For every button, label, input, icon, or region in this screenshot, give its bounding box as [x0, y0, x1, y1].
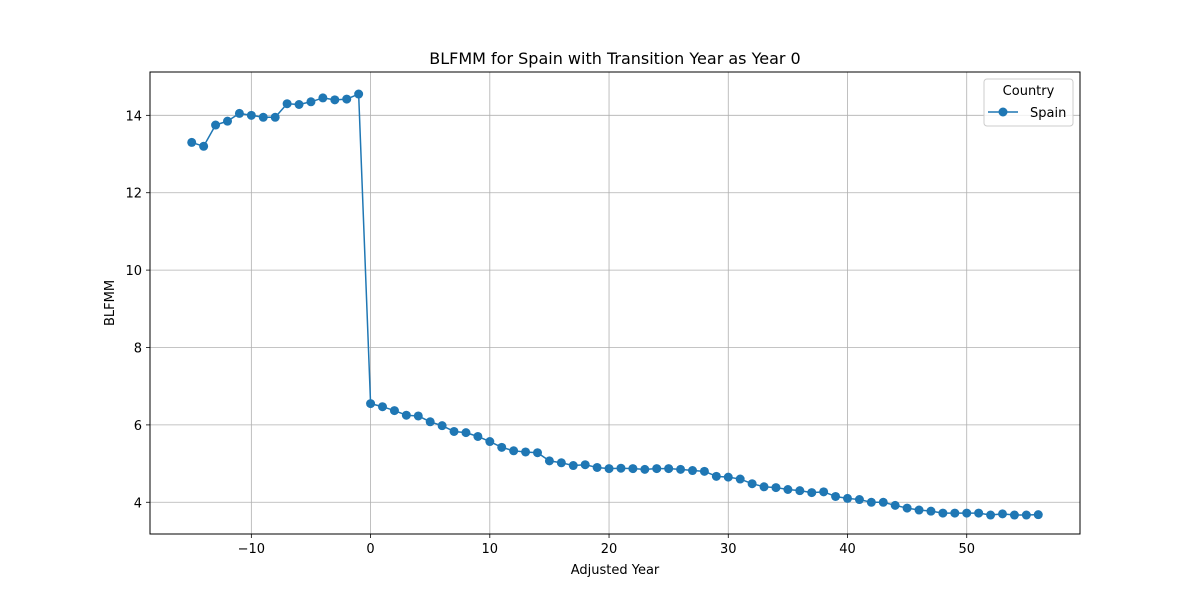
data-point [282, 99, 292, 109]
data-point [688, 466, 697, 476]
data-point [234, 108, 244, 118]
data-point [568, 461, 578, 471]
data-point [246, 110, 256, 120]
legend: Country Spain [983, 78, 1074, 127]
x-tick-label: 40 [839, 542, 856, 557]
data-point [998, 509, 1007, 519]
data-point [1033, 510, 1043, 520]
data-point [771, 483, 781, 493]
data-point [413, 411, 423, 421]
data-point [676, 464, 686, 474]
data-point [401, 410, 411, 420]
data-point [628, 464, 638, 474]
data-point [378, 402, 387, 412]
ticks: −10 0 10 20 30 40 50 4 6 8 10 12 14 [125, 109, 975, 557]
data-point [366, 399, 376, 409]
data-point [485, 437, 495, 447]
data-point [974, 508, 984, 518]
data-point [533, 448, 542, 458]
data-point [699, 466, 709, 476]
legend-marker-spain [998, 107, 1008, 117]
data-point [807, 488, 817, 498]
y-axis-label: BLFMM [103, 280, 118, 326]
y-tick-label: 8 [134, 341, 142, 356]
data-point [962, 508, 972, 518]
data-point [437, 421, 447, 431]
data-point [938, 508, 948, 518]
data-point [831, 491, 841, 501]
data-point [556, 458, 566, 468]
data-point [509, 446, 519, 456]
data-point [354, 89, 364, 99]
x-tick-label: 0 [366, 542, 374, 557]
data-point [735, 474, 745, 484]
x-tick-label: 20 [601, 542, 618, 557]
x-axis-label: Adjusted Year [571, 563, 660, 578]
x-tick-label: −10 [238, 542, 265, 557]
plot-frame [149, 71, 1081, 535]
data-point [199, 141, 209, 151]
data-point [473, 431, 483, 441]
data-point [652, 464, 662, 474]
data-point [866, 497, 876, 507]
data-point [843, 493, 852, 503]
data-point [986, 510, 996, 520]
data-point [1021, 510, 1031, 520]
data-point [890, 500, 900, 510]
data-point [211, 120, 221, 130]
data-point [950, 508, 960, 518]
data-point [461, 428, 471, 438]
data-point [389, 406, 399, 416]
data-point [544, 456, 554, 466]
data-point [723, 472, 733, 482]
data-point [819, 487, 829, 497]
chart-title: BLFMM for Spain with Transition Year as … [429, 49, 800, 68]
data-point [914, 505, 924, 515]
data-point [342, 94, 352, 104]
data-point [258, 112, 268, 122]
y-tick-label: 14 [125, 109, 142, 124]
plot-area [150, 72, 1080, 534]
data-point [580, 460, 590, 470]
data-point [795, 486, 805, 496]
data-point [616, 463, 626, 473]
data-point [330, 95, 340, 105]
data-point [294, 100, 304, 109]
data-point [747, 479, 757, 489]
legend-title: Country [1003, 84, 1055, 99]
data-point [592, 462, 602, 472]
data-point [306, 97, 316, 107]
y-tick-label: 12 [125, 187, 142, 202]
data-point [711, 471, 721, 481]
series-layer [187, 89, 1043, 520]
legend-entry-spain: Spain [1030, 106, 1066, 121]
data-point [902, 503, 912, 513]
data-point [854, 495, 864, 505]
data-point [318, 93, 328, 103]
data-point [783, 485, 793, 494]
data-point [497, 442, 507, 452]
data-point [1009, 510, 1019, 520]
y-tick-label: 10 [125, 264, 142, 279]
data-point [449, 426, 459, 436]
data-point [759, 482, 769, 492]
data-point [270, 112, 280, 122]
data-point [664, 464, 674, 474]
data-point [425, 417, 435, 427]
x-tick-label: 10 [482, 542, 499, 557]
y-tick-label: 6 [134, 419, 142, 434]
data-point [604, 464, 614, 474]
data-point [640, 464, 650, 474]
data-point [926, 506, 936, 516]
data-point [223, 116, 232, 126]
data-point [521, 447, 531, 457]
y-tick-label: 4 [134, 496, 142, 511]
x-tick-label: 50 [958, 542, 975, 557]
data-point [187, 137, 197, 147]
x-tick-label: 30 [720, 542, 737, 557]
data-point [878, 497, 888, 507]
grid [150, 72, 1080, 534]
